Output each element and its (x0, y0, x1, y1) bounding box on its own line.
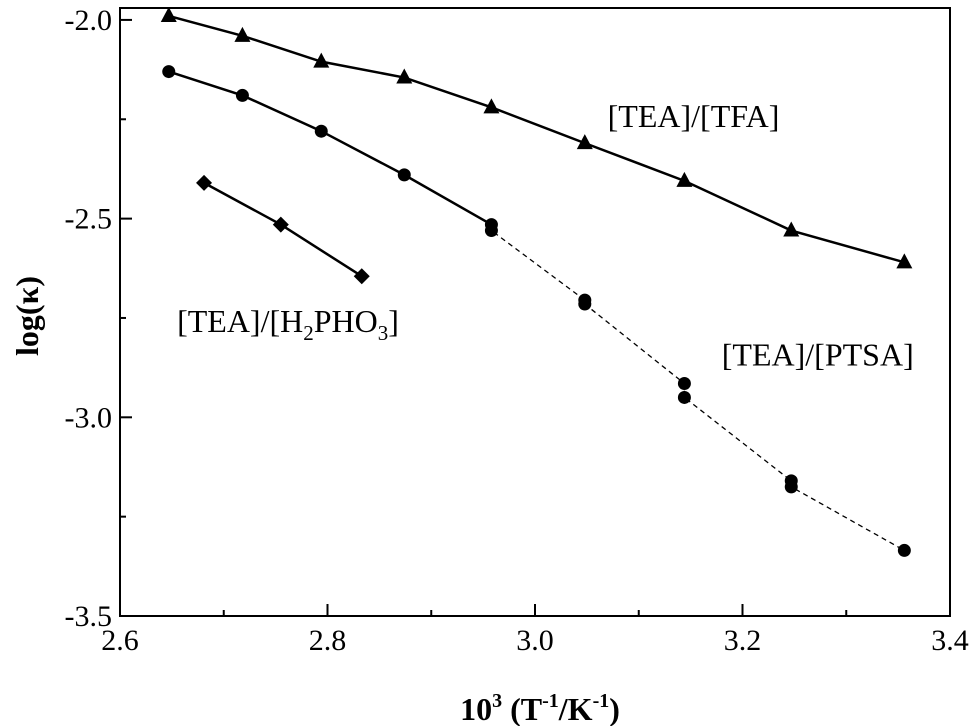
triangle-marker (676, 171, 693, 187)
series-label-part: [TEA]/[H (177, 303, 303, 339)
y-axis-title: log(κ) (9, 276, 45, 356)
series-line-dashed (490, 224, 905, 551)
y-tick-label: -3.0 (65, 401, 113, 434)
x-tick-label: 2.8 (309, 624, 347, 657)
series-label-1: [TEA]/[PTSA] (722, 337, 914, 373)
series-labels: [TEA]/[TFA] [TEA]/[PTSA] [TEA]/[H2PHO3] (177, 98, 914, 372)
series-line-solid (168, 70, 493, 226)
x-tick-label: 3.2 (724, 624, 762, 657)
series-label-part: [TEA]/[PTSA] (722, 337, 914, 373)
circle-marker (397, 168, 411, 182)
triangle-marker (896, 253, 913, 269)
y-tick-label: -2.5 (65, 203, 113, 236)
series-label-2: [TEA]/[H2PHO3] (177, 303, 399, 345)
series-label-part: 3 (378, 321, 389, 345)
triangle-marker (160, 6, 177, 22)
circle-marker (484, 224, 498, 238)
series-label-part: 2 (303, 321, 314, 345)
circle-marker (162, 65, 176, 79)
x-tick-label: 3.4 (931, 624, 969, 657)
circle-marker (677, 377, 691, 391)
x-tick-label: 2.6 (101, 624, 139, 657)
y-tick-label: -2.0 (65, 4, 113, 37)
triangle-marker (483, 98, 500, 114)
circle-marker (235, 88, 249, 102)
diamond-marker (272, 216, 289, 233)
triangle-marker (396, 68, 413, 84)
ticks-layer: 2.6 2.8 3.0 3.2 3.4 -2.0 -2.5 -3.0 -3.5 (65, 4, 969, 657)
lines-layer (168, 14, 905, 551)
series-label-0: [TEA]/[TFA] (608, 98, 780, 134)
circle-marker (784, 480, 798, 494)
series-label-part: ] (388, 303, 399, 339)
triangle-marker (313, 52, 330, 68)
markers-layer (160, 6, 913, 557)
x-axis-title: 103 (T-1/K-1) (460, 690, 620, 726)
circle-marker (677, 390, 691, 404)
triangle-marker (783, 221, 800, 237)
x-tick-label: 3.0 (516, 624, 554, 657)
triangle-marker (576, 134, 593, 150)
plot-frame (119, 7, 951, 617)
triangle-marker (234, 26, 251, 42)
circle-marker (314, 124, 328, 138)
series-label-part: PHO (314, 303, 378, 339)
circle-marker (897, 543, 911, 557)
diamond-marker (196, 174, 213, 191)
y-tick-label: -3.5 (65, 600, 113, 633)
circle-marker (578, 297, 592, 311)
diamond-marker (353, 268, 370, 285)
series-label-part: [TEA]/[TFA] (608, 98, 780, 134)
